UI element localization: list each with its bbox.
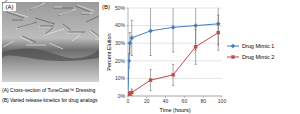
grid-line [128,96,222,97]
y-tick-label: 20% [115,58,126,64]
fiber [3,41,14,47]
series-line [128,24,218,96]
fiber [44,29,64,35]
legend: Drug Mimic 1 Drug Mimic 2 [227,43,274,60]
y-tick-label: 0% [118,93,126,99]
grid-line [128,60,222,61]
chart-title: (B) [102,4,110,10]
grid-line [128,43,222,44]
fiber [8,11,28,17]
fiber [35,18,55,24]
error-cap [172,64,174,65]
legend-marker [231,44,236,49]
fiber [90,31,98,37]
plot-area [128,8,221,96]
error-bar [149,70,151,91]
fiber [95,39,99,40]
point [148,29,153,34]
y-tick-label: 40% [115,22,126,28]
fiber [59,9,76,15]
error-cap [194,64,196,65]
error-cap [129,32,131,33]
fiber [91,30,99,36]
fiber [39,27,50,28]
error-cap [131,20,133,21]
error-bar [194,29,196,64]
error-cap [217,15,219,16]
error-bar [217,15,219,50]
label-box [3,3,16,11]
error-cap [217,50,219,51]
fiber [68,32,85,33]
fiber [22,36,36,42]
x-axis-label: Time (hours) [160,107,191,113]
grid-line [128,25,222,26]
x-tick-label: 0 [127,98,130,104]
error-cap [131,88,133,89]
panel-label: (A) [6,4,14,10]
x-tick-label: 100 [218,98,227,104]
y-tick-label: 10% [115,75,126,81]
error-cap [194,29,196,30]
x-tick-label: 80 [200,98,206,104]
layer [2,48,99,61]
point [128,41,132,46]
fiber [49,43,63,49]
figure: (A) (A) Cross-section of TuneCoat™ Dressi… [0,0,300,114]
fiber [86,16,99,22]
point [194,45,197,48]
legend-label: Drug Mimic 1 [242,43,274,49]
grid-line [128,78,222,79]
fiber [54,7,62,8]
grid-line [128,8,222,9]
point [171,73,174,76]
error-bar [172,8,174,52]
y-axis-label: Percent Elution [106,33,112,70]
x-tick-label: 40 [163,98,169,104]
sem-image [2,2,99,82]
error-cap [149,69,151,70]
fiber [17,22,37,28]
error-cap [149,90,151,91]
point [217,31,220,34]
chart: (B) 0% 10% 20% 30% 40% 50% 0 20 40 60 80 100 Time (ho… [102,1,274,113]
fiber [77,5,94,11]
caption: (A) Cross-section of TuneCoat™ Dressing [2,87,96,93]
fiber [31,3,45,9]
error-cap [131,55,133,56]
panel-a: (A) [2,0,99,82]
point [149,78,152,81]
point [193,23,198,28]
fiber [26,45,46,46]
point [130,91,133,94]
fiber [63,24,71,30]
error-bar [172,64,174,85]
error-cap [131,96,133,97]
error-cap [172,52,174,53]
fiber [12,20,23,21]
fiber [40,26,54,27]
fiber [53,8,73,9]
x-axis [128,96,222,97]
x-tick-label: 20 [144,98,150,104]
y-tick-label: 50% [115,5,126,11]
series-line [128,33,218,96]
legend-marker [231,55,234,58]
error-line [173,8,174,52]
caption: (B) Varied release kinetics for drug ana… [2,97,98,103]
point [128,59,131,64]
fiber [72,35,80,41]
fiber [67,33,81,34]
point [171,25,176,30]
y-tick-label: 30% [115,40,126,46]
legend-label: Drug Mimic 2 [242,54,274,60]
fiber [45,28,53,34]
error-cap [172,85,174,86]
fiber [82,13,93,14]
point [129,36,134,41]
fiber [81,14,89,15]
x-tick-label: 60 [182,98,188,104]
error-cap [149,55,151,56]
